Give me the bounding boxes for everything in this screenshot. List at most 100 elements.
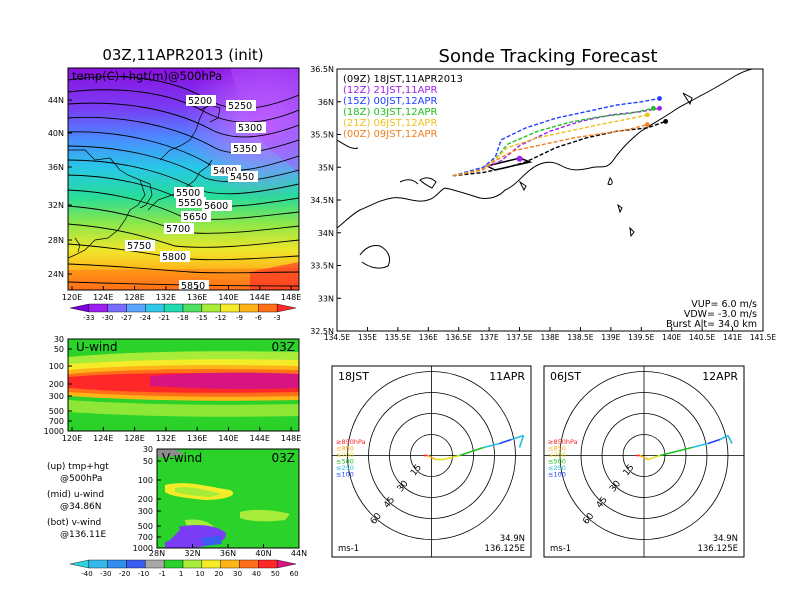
hodograph-lat: 34.9N xyxy=(713,534,738,544)
contour-label: 5550 xyxy=(178,198,202,209)
colorbar-label: -12 xyxy=(215,314,226,322)
uwind-lon-label: 148E xyxy=(281,434,301,443)
contour-label: 5350 xyxy=(233,144,257,155)
vwind-time: 03Z xyxy=(272,451,296,465)
contour-label-bg xyxy=(181,211,211,222)
hodograph-lon: 136.125E xyxy=(484,544,525,554)
vwind-lat-ticks: 28N 32N 36N 40N 44N xyxy=(149,544,307,558)
uwind-lon-label: 136E xyxy=(187,434,207,443)
track-line xyxy=(452,124,648,177)
track-endpoint xyxy=(644,122,650,128)
hodograph-segment xyxy=(511,434,524,441)
track-lon-label: 140E xyxy=(662,333,681,342)
contour-label-bg xyxy=(186,95,216,106)
track-coastlines xyxy=(337,69,753,269)
track-lat-label: 33N xyxy=(318,294,334,303)
track-lon-label: 139E xyxy=(601,333,620,342)
track-endpoint xyxy=(657,105,662,111)
hodograph-level: ≤850 xyxy=(548,445,566,453)
track-title: Sonde Tracking Forecast xyxy=(439,46,658,67)
contour-label-bg xyxy=(202,200,232,211)
contour-label: 5800 xyxy=(162,252,186,263)
track-lon-label: 134.5E xyxy=(324,333,350,342)
hodograph-segment xyxy=(659,450,677,457)
hodograph-lat: 34.9N xyxy=(500,534,525,544)
track-frame xyxy=(336,68,764,332)
hodograph-segment xyxy=(707,438,721,445)
map500-frame xyxy=(67,67,300,291)
track-legend-entry: (21Z) 06JST,12APR xyxy=(343,118,437,129)
uwind-lon-label: 140E xyxy=(218,434,238,443)
wind-colorbar-swatch xyxy=(107,559,127,569)
vwind-p-label: 700 xyxy=(138,533,153,542)
map500-lon-label: 132E xyxy=(156,293,176,302)
colorbar-label: -27 xyxy=(121,314,132,322)
hodograph-level: ≤250 xyxy=(548,464,566,472)
hodograph-lon: 136.125E xyxy=(697,544,738,554)
vwind-p-label: 500 xyxy=(138,522,153,531)
legend-text-sub: @500hPa xyxy=(60,474,102,484)
track-lat-label: 32.5N xyxy=(310,327,334,336)
track-lat-ticks: 36.5N 36N 35.5N 35N 34.5N 34N 33.5N 33N 32.5N xyxy=(310,65,341,336)
colorbar-label: -24 xyxy=(140,314,152,322)
track-endpoint xyxy=(651,105,656,111)
uwind-time: 03Z xyxy=(272,340,296,354)
contour-label: 5650 xyxy=(183,212,207,223)
contour-label-bg xyxy=(211,165,241,176)
contour-label: 5600 xyxy=(204,201,228,212)
wind-colorbar-swatch xyxy=(201,559,221,569)
vwind-label: V-wind xyxy=(162,451,202,465)
track-series xyxy=(452,96,669,177)
map500-label: temp(C)+hgt(m)@500hPa xyxy=(72,69,222,83)
map500-lat-label: 32N xyxy=(48,201,64,210)
vwind-pressure-ticks: 30 50 100 200 300 500 700 1000 xyxy=(133,445,161,553)
hodograph-level: ≤500 xyxy=(336,458,354,466)
wind-colorbar-label: 60 xyxy=(290,570,299,578)
track-legend-entry: (15Z) 00JST,12APR xyxy=(343,96,437,107)
contour-label: 5200 xyxy=(188,96,212,107)
hodograph-segment xyxy=(459,450,472,457)
track-lon-label: 141.5E xyxy=(750,333,776,342)
wind-colorbar-swatch xyxy=(69,559,90,569)
hodograph-segment xyxy=(427,454,436,461)
hodograph-segment xyxy=(675,446,693,453)
contour-label-bg xyxy=(228,171,258,182)
contour-label-bg xyxy=(125,240,155,251)
vwind-lat-label: 28N xyxy=(149,549,165,558)
map500-lat-ticks: 44N 40N 36N 32N 28N 24N xyxy=(48,96,72,279)
colorbar-label: -33 xyxy=(83,314,94,322)
track-lat-label: 36.5N xyxy=(310,65,334,74)
legend-text-line: (bot) v-wind xyxy=(47,518,101,528)
map500-lon-label: 124E xyxy=(93,293,113,302)
track-lon-label: 138.5E xyxy=(567,333,593,342)
hodograph-level: ≤700 xyxy=(336,451,354,459)
colorbar-label: -3 xyxy=(274,314,281,322)
uwind-p-label: 500 xyxy=(49,407,64,416)
panel-legend-text: (up) tmp+hgt @500hPa (mid) u-wind @34.86N (b… xyxy=(47,462,109,540)
uwind-p-label: 300 xyxy=(49,392,64,401)
uwind-lon-label: 120E xyxy=(62,434,82,443)
colorbar-swatch xyxy=(258,303,278,313)
colorbar-swatch xyxy=(163,303,184,313)
track-line xyxy=(452,97,660,177)
track-lat-label: 33.5N xyxy=(310,262,334,271)
colorbar-label: -18 xyxy=(177,314,188,322)
contour-label-bg xyxy=(226,100,256,111)
contour-label-bg xyxy=(231,143,261,154)
wind-colorbar-swatch xyxy=(276,559,297,569)
map500-lon-label: 120E xyxy=(62,293,82,302)
hodograph-level: ≤100 xyxy=(336,471,354,479)
track-line xyxy=(452,120,666,177)
contour-label: 5500 xyxy=(176,188,200,199)
uwind-lon-ticks: 120E 124E 128E 132E 136E 140E 144E 148E xyxy=(62,427,301,443)
hodograph-date: 11APR xyxy=(489,370,525,383)
colorbar-swatch xyxy=(182,303,203,313)
hodograph-level: ≤700 xyxy=(548,451,566,459)
hodograph-segment xyxy=(639,454,649,461)
uwind-lon-label: 132E xyxy=(156,434,176,443)
track-lon-label: 136E xyxy=(419,333,438,342)
wind-colorbar-swatch xyxy=(239,559,259,569)
